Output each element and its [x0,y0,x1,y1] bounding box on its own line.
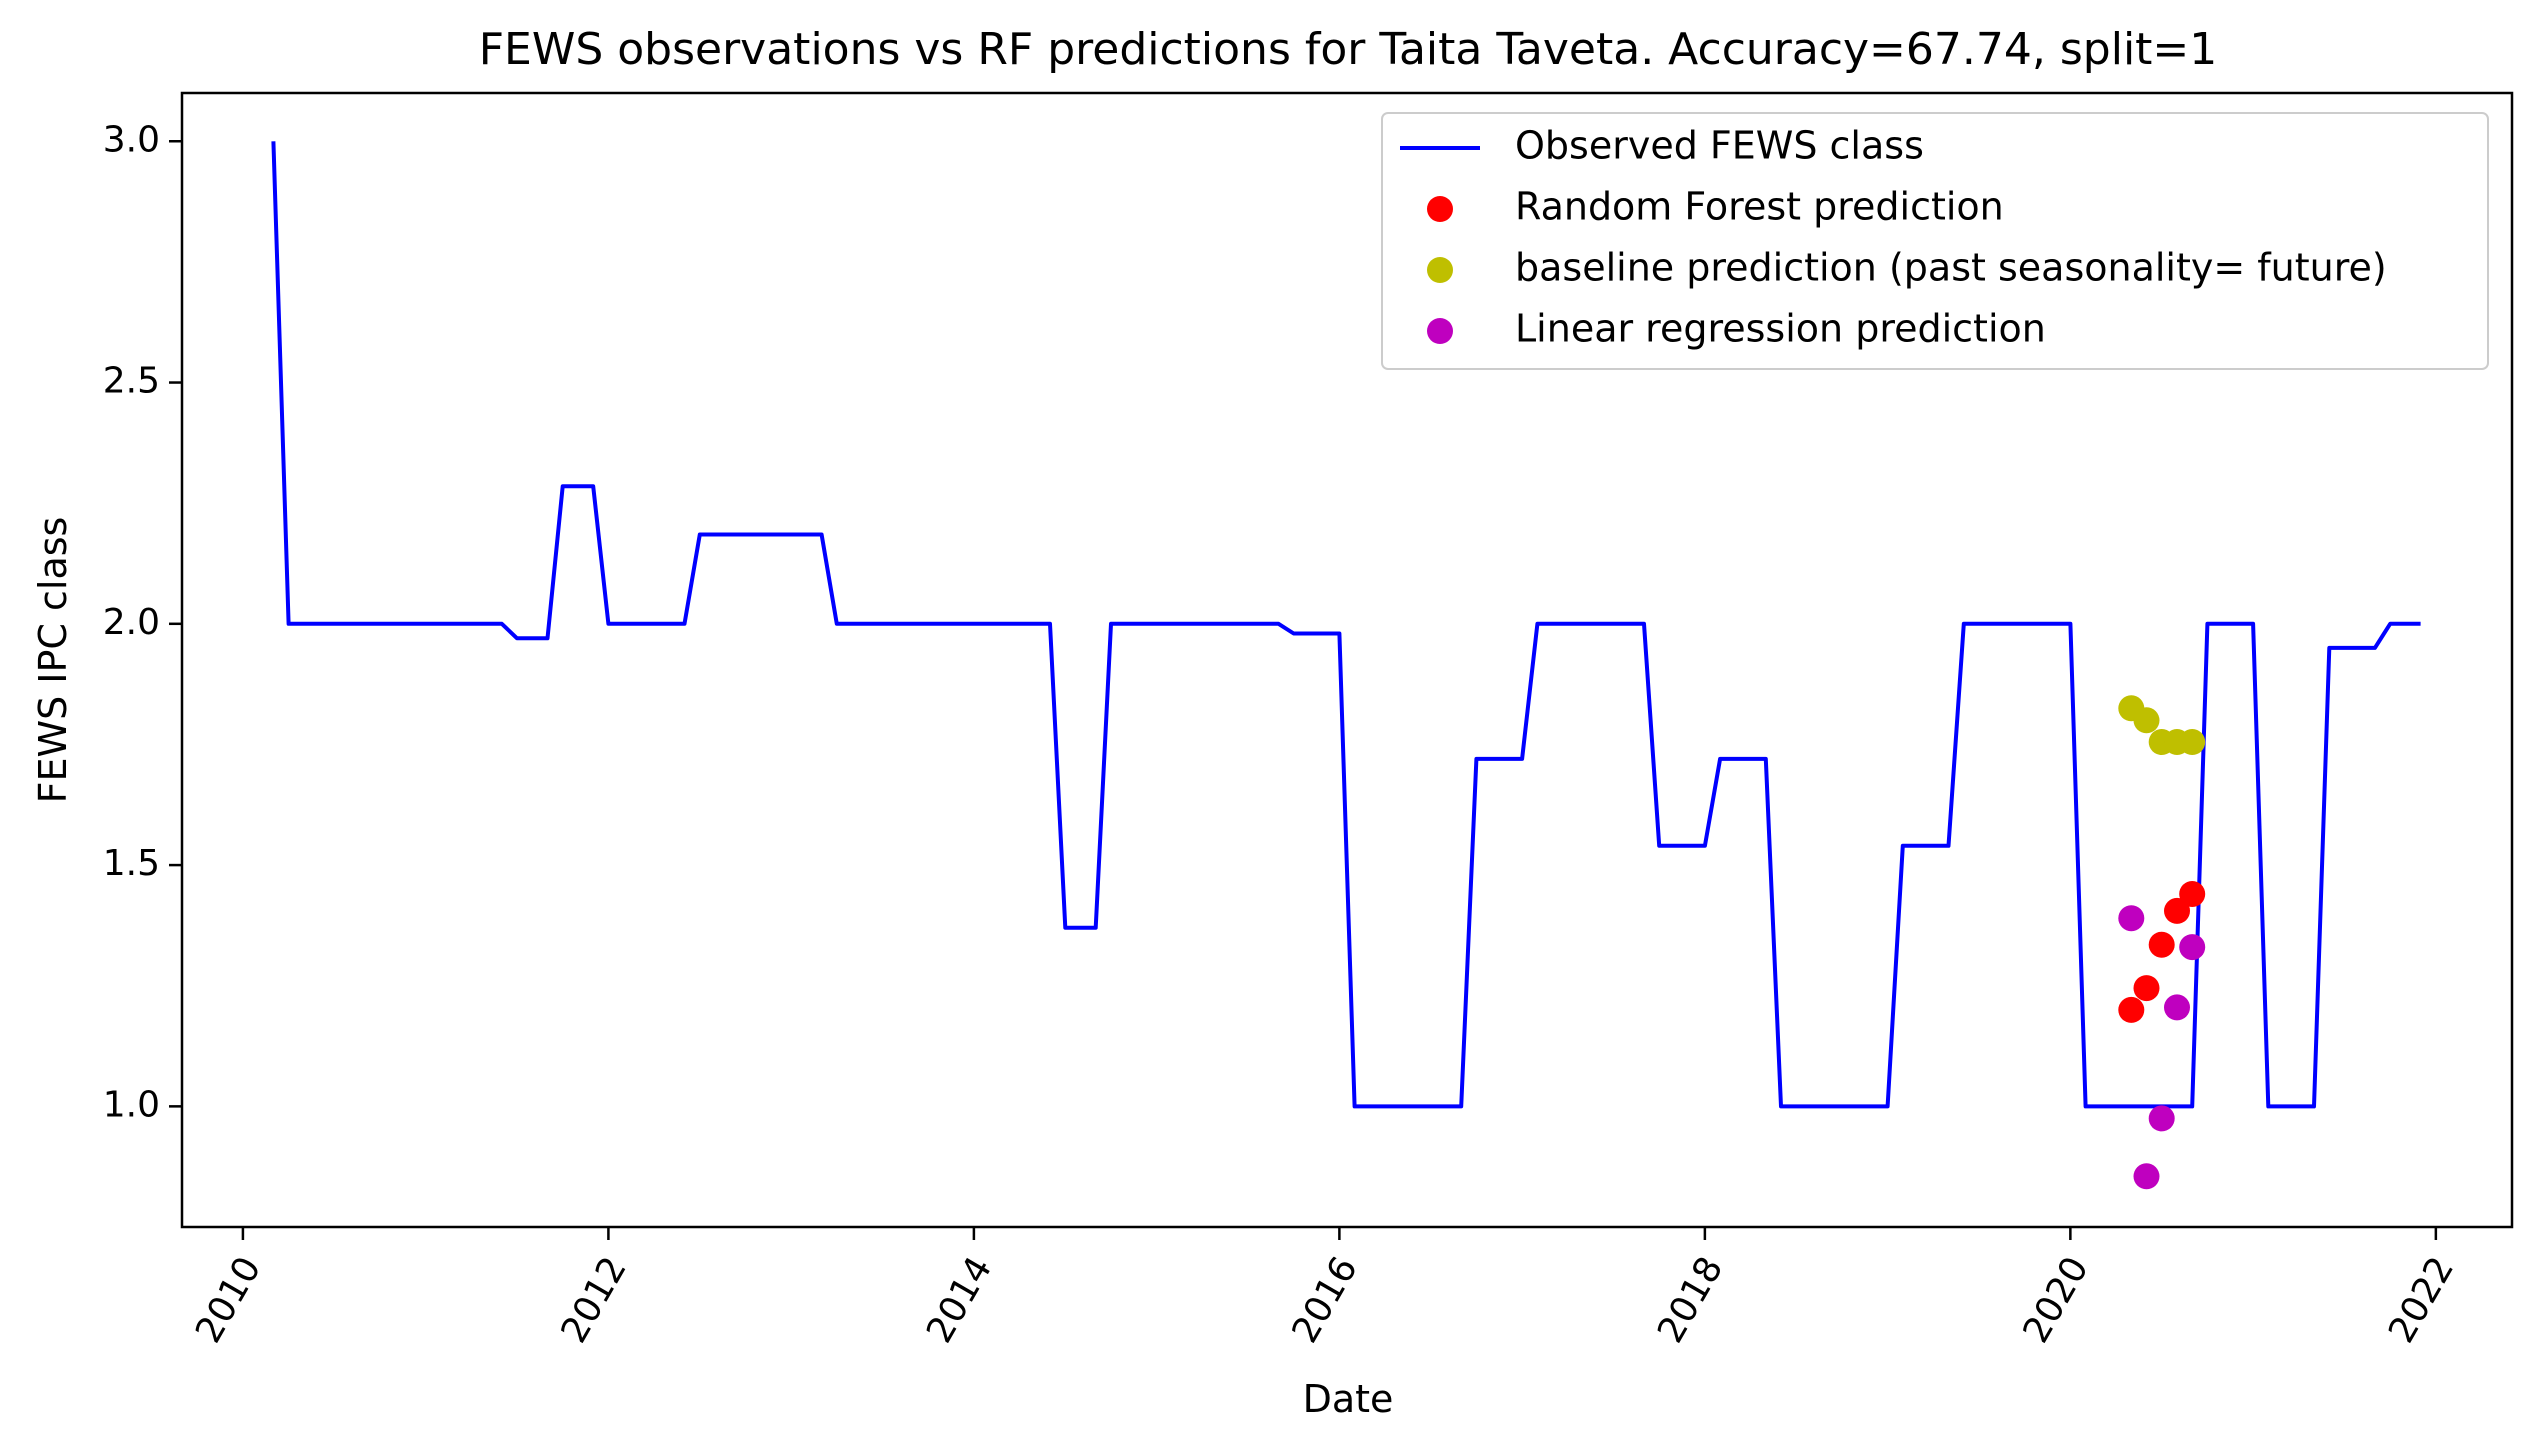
series-layer [271,141,2421,1190]
legend: Observed FEWS class Random Forest predict… [1381,112,2489,370]
data-point-series-1-4 [2179,881,2206,907]
legend-marker-series-2 [1427,257,1453,283]
legend-label-series-1: Random Forest prediction [1515,185,2004,229]
y-tick-label-3.0: 3.0 [103,119,160,160]
legend-box [1381,112,2489,370]
data-point-series-3-4 [2179,934,2206,961]
y-tick-label-1.5: 1.5 [103,843,160,884]
legend-label-series-3: Linear regression prediction [1515,307,2046,351]
legend-marker-series-1 [1427,196,1453,222]
data-point-series-1-2 [2148,931,2175,958]
y-tick-label-2.5: 2.5 [103,361,160,402]
y-tick-label-2.0: 2.0 [103,602,160,643]
y-tick-label-1.0: 1.0 [103,1084,160,1125]
data-point-series-2-1 [2133,707,2160,734]
y-axis-label: FEWS IPC class [31,517,75,804]
data-point-series-3-2 [2148,1105,2175,1132]
data-point-series-1-3 [2164,897,2190,924]
data-point-series-3-1 [2133,1163,2160,1190]
chart-title: FEWS observations vs RF predictions for … [479,24,2218,75]
data-point-series-1-1 [2133,975,2160,1002]
series-line-observed [271,141,2421,1109]
data-point-series-3-0 [2118,905,2145,932]
legend-label-series-2: baseline prediction (past seasonality= f… [1515,246,2387,290]
x-axis-label: Date [1303,1377,1394,1421]
data-point-series-3-3 [2164,994,2190,1021]
plot-area [180,91,2514,1229]
legend-label-series-0: Observed FEWS class [1515,124,1924,168]
data-point-series-2-4 [2179,729,2206,755]
legend-marker-series-3 [1427,318,1453,344]
data-point-series-1-0 [2118,996,2145,1023]
